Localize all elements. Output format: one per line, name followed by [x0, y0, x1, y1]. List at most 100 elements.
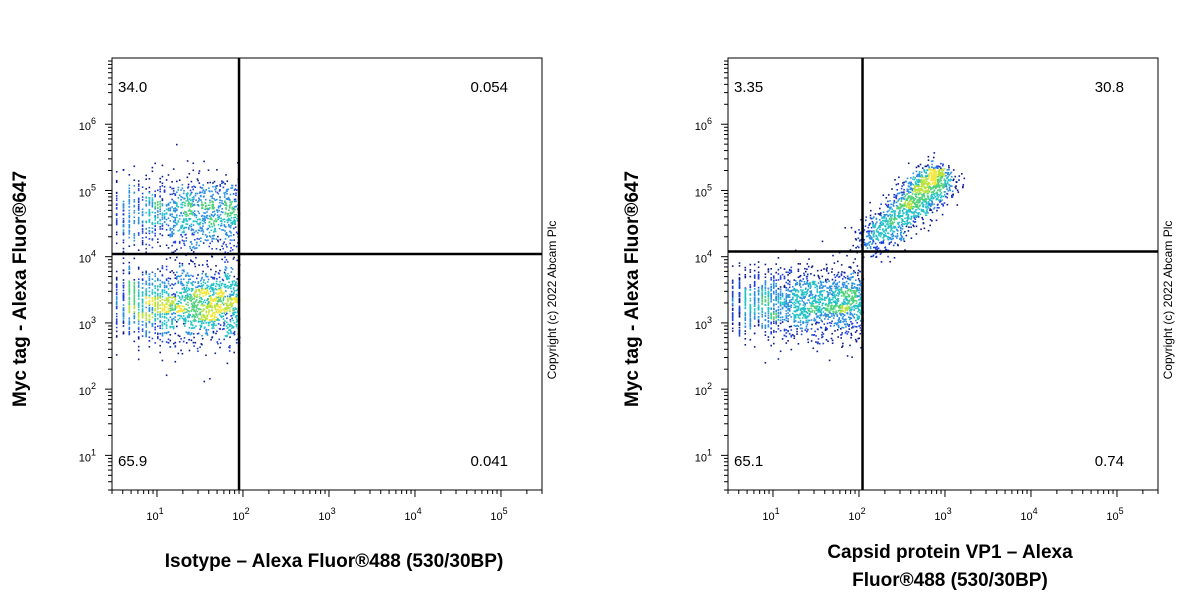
data-point [826, 287, 828, 289]
data-point [849, 266, 852, 268]
data-point [186, 332, 189, 334]
data-point [224, 191, 227, 194]
data-point [216, 304, 218, 306]
data-point [231, 184, 233, 187]
data-point [787, 315, 789, 317]
data-point [195, 320, 197, 322]
data-point [839, 321, 842, 324]
data-point [177, 352, 180, 355]
data-point [214, 320, 216, 323]
data-point [174, 360, 177, 363]
data-point [851, 298, 853, 301]
data-point [154, 299, 156, 301]
data-point [855, 319, 857, 322]
data-point [141, 240, 144, 242]
data-point [172, 192, 175, 195]
data-point [196, 192, 199, 195]
y-tick-exponent: 3 [707, 315, 712, 325]
data-point [154, 297, 156, 300]
data-point [141, 310, 144, 312]
data-point [806, 330, 808, 332]
data-point [154, 307, 156, 310]
data-point [171, 300, 173, 303]
data-point [770, 308, 772, 310]
data-point [233, 297, 236, 299]
data-point [133, 298, 136, 300]
data-point [785, 300, 788, 302]
data-point [165, 268, 168, 271]
data-point [796, 308, 798, 311]
data-point [915, 211, 918, 214]
data-point [157, 241, 159, 244]
data-point [819, 293, 821, 296]
data-point [847, 290, 849, 292]
data-point [174, 193, 177, 195]
data-point [836, 282, 839, 284]
data-point [228, 350, 231, 352]
data-point [798, 280, 801, 282]
data-point [192, 298, 194, 300]
data-point [757, 271, 760, 274]
data-point [122, 319, 125, 322]
data-point [185, 342, 188, 344]
data-point [773, 280, 775, 283]
data-point [176, 143, 178, 146]
data-point [174, 341, 177, 344]
data-point [753, 303, 756, 305]
data-point [189, 297, 191, 299]
plot-frame [111, 57, 543, 491]
data-point [128, 326, 131, 329]
data-point [141, 320, 144, 323]
data-point [224, 230, 226, 232]
data-point [219, 280, 221, 283]
data-point [208, 321, 211, 324]
data-point [230, 301, 232, 304]
data-point [171, 303, 173, 305]
data-point [214, 287, 217, 290]
data-point [148, 302, 151, 305]
data-point [897, 223, 900, 226]
data-point [185, 219, 187, 221]
data-point [211, 235, 214, 237]
data-point [165, 285, 168, 287]
data-point [215, 300, 217, 302]
data-point [191, 284, 194, 286]
data-point [797, 270, 800, 272]
data-point [206, 239, 208, 242]
data-point [188, 228, 190, 230]
data-point [122, 314, 125, 317]
data-point [232, 297, 234, 300]
data-point [800, 308, 803, 310]
data-point [731, 314, 734, 316]
data-point [854, 258, 856, 260]
data-point [141, 242, 144, 244]
data-point [849, 306, 851, 309]
data-point [148, 192, 151, 194]
data-point [172, 210, 175, 212]
y-tick-label: 104 [79, 249, 96, 266]
data-point [829, 308, 832, 310]
data-point [793, 317, 796, 320]
data-point [811, 323, 813, 326]
data-point [890, 233, 893, 236]
data-point [787, 318, 789, 320]
data-point [799, 303, 801, 305]
data-point [154, 273, 156, 275]
data-point [171, 318, 173, 321]
data-point [815, 312, 818, 315]
data-point [804, 291, 807, 293]
data-point [217, 223, 220, 226]
data-point [194, 265, 197, 268]
data-point [148, 321, 151, 324]
data-point [805, 327, 808, 330]
data-point [738, 262, 741, 264]
data-point [812, 305, 815, 308]
data-point [141, 199, 144, 201]
data-point [744, 293, 747, 295]
data-point [841, 307, 843, 309]
data-point [224, 295, 226, 298]
data-point [731, 302, 734, 305]
data-point [174, 221, 177, 224]
data-point [838, 281, 841, 283]
data-point [788, 299, 791, 302]
